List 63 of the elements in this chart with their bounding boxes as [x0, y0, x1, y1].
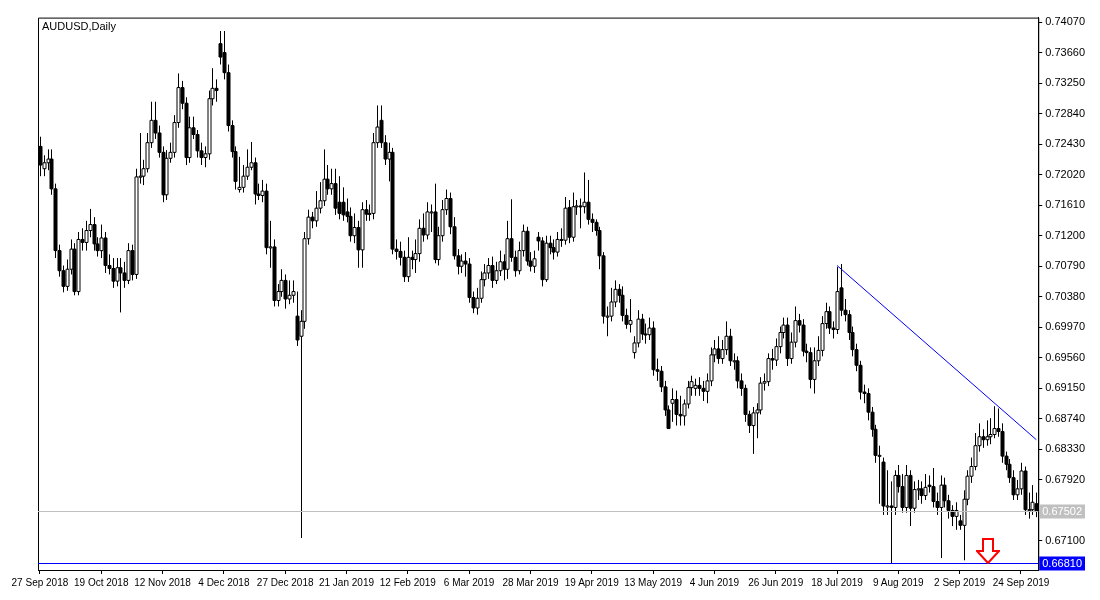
y-tick-label: 0.72430: [1045, 137, 1085, 150]
candlestick: [701, 380, 706, 402]
y-tick-label: 0.67920: [1045, 472, 1085, 485]
candlestick: [751, 406, 756, 455]
candlestick: [827, 305, 832, 335]
candlestick: [551, 238, 556, 261]
x-tick-label: 28 Mar 2019: [502, 576, 559, 588]
candlestick: [985, 419, 990, 447]
candlestick: [532, 250, 537, 274]
y-tick-label: 0.68330: [1045, 442, 1085, 455]
y-tick-label: 0.72020: [1045, 167, 1085, 180]
y-tick-label: 0.73660: [1045, 45, 1085, 58]
x-tick-label: 18 Jul 2019: [811, 576, 864, 588]
x-tick-label: 21 Jan 2019: [318, 576, 375, 588]
x-tick-label: 9 Aug 2019: [873, 576, 925, 588]
x-tick-label: 19 Oct 2018: [73, 576, 129, 588]
ref-line-label: 0.67502: [1042, 504, 1082, 517]
candlestick: [981, 428, 986, 449]
candlestick: [716, 335, 721, 365]
y-tick-label: 0.69560: [1045, 350, 1085, 363]
candlestick: [118, 257, 123, 313]
y-tick-label: 0.71610: [1045, 198, 1085, 211]
candlestick: [678, 395, 683, 427]
y-tick-label: 0.70790: [1045, 259, 1085, 272]
candlestick: [406, 236, 411, 283]
y-tick-label: 0.67100: [1045, 534, 1085, 546]
x-tick-label: 27 Dec 2018: [256, 576, 314, 588]
y-tick-label: 0.74070: [1045, 15, 1085, 28]
candlestick: [287, 279, 292, 305]
y-tick-label: 0.70380: [1045, 289, 1085, 302]
x-tick-label: 26 Jun 2019: [748, 576, 804, 588]
candlestick: [214, 78, 219, 103]
x-tick-label: 24 Sep 2019: [992, 576, 1050, 588]
candlestick: [425, 201, 430, 240]
x-tick-label: 13 May 2019: [624, 576, 683, 588]
y-tick-label: 0.69970: [1045, 320, 1085, 333]
candlestick: [111, 257, 116, 289]
y-tick-label: 0.69150: [1045, 381, 1085, 394]
x-tick-label: 2 Sep 2019: [934, 576, 986, 588]
x-tick-label: 4 Jun 2019: [689, 576, 740, 588]
ref-line-label: 0.66810: [1042, 556, 1082, 569]
candlestick: [555, 231, 560, 258]
chart-title: AUDUSD,Daily: [42, 19, 117, 32]
y-tick-label: 0.73250: [1045, 76, 1085, 89]
x-tick-label: 4 Dec 2018: [198, 576, 250, 588]
candlestick: [490, 256, 495, 289]
candlestick: [1030, 484, 1035, 516]
candlestick: [283, 273, 288, 310]
x-tick-label: 27 Sep 2018: [11, 576, 69, 588]
candlestick: [628, 298, 633, 334]
x-tick-label: 6 Mar 2019: [443, 576, 495, 588]
candlestick: [766, 352, 771, 387]
candlestick: [674, 390, 679, 427]
y-tick-label: 0.68740: [1045, 411, 1085, 424]
x-tick-label: 12 Nov 2018: [134, 576, 192, 588]
y-tick-label: 0.72840: [1045, 106, 1085, 119]
x-tick-label: 19 Apr 2019: [564, 576, 620, 588]
candlestick: [939, 474, 944, 559]
candlestick: [459, 253, 464, 274]
candlestick: [640, 313, 645, 341]
x-tick-label: 12 Feb 2019: [379, 576, 437, 588]
candlestick: [919, 480, 924, 505]
y-tick-label: 0.71200: [1045, 228, 1085, 241]
